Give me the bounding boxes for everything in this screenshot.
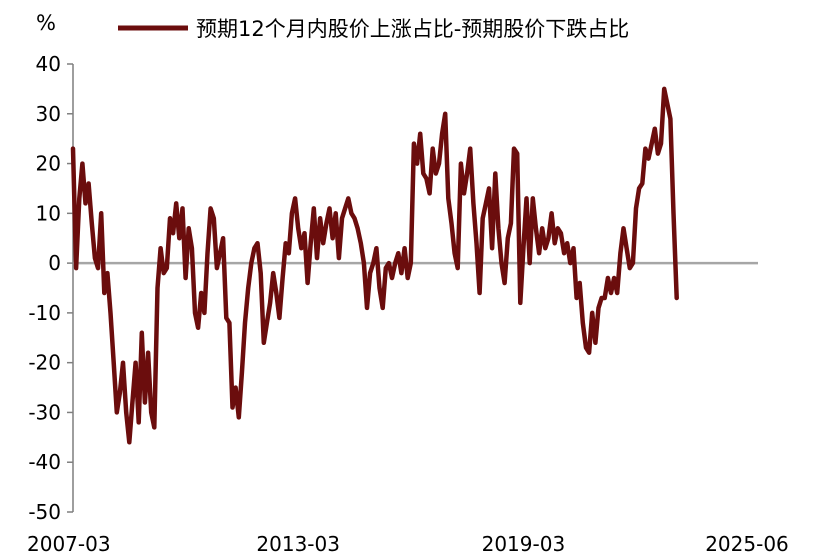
y-axis-unit: % [36, 11, 56, 35]
y-tick-label: 30 [36, 102, 61, 126]
x-tick-label: 2019-03 [482, 532, 566, 556]
x-tick-label: 2025-06 [705, 532, 789, 556]
x-axis: 2007-03 2013-03 2019-03 2025-06 [27, 532, 789, 556]
y-tick-label: -40 [28, 450, 61, 474]
y-tick-label: -20 [28, 351, 61, 375]
x-tick-label: 2013-03 [256, 532, 340, 556]
y-tick-label: 20 [36, 152, 61, 176]
legend: 预期12个月内股价上涨占比-预期股价下跌占比 [118, 17, 629, 41]
y-axis: 40 30 20 10 0 -10 -20 -30 -40 -50 [28, 52, 74, 524]
y-tick-label: 0 [48, 251, 61, 275]
y-tick-label: -50 [28, 500, 61, 524]
series-line [70, 86, 679, 445]
y-tick-label: 40 [36, 52, 61, 76]
y-tick-label: -30 [28, 400, 61, 424]
y-tick-label: 10 [36, 201, 61, 225]
x-tick-label: 2007-03 [27, 532, 111, 556]
legend-label: 预期12个月内股价上涨占比-预期股价下跌占比 [196, 17, 629, 41]
y-tick-label: -10 [28, 301, 61, 325]
